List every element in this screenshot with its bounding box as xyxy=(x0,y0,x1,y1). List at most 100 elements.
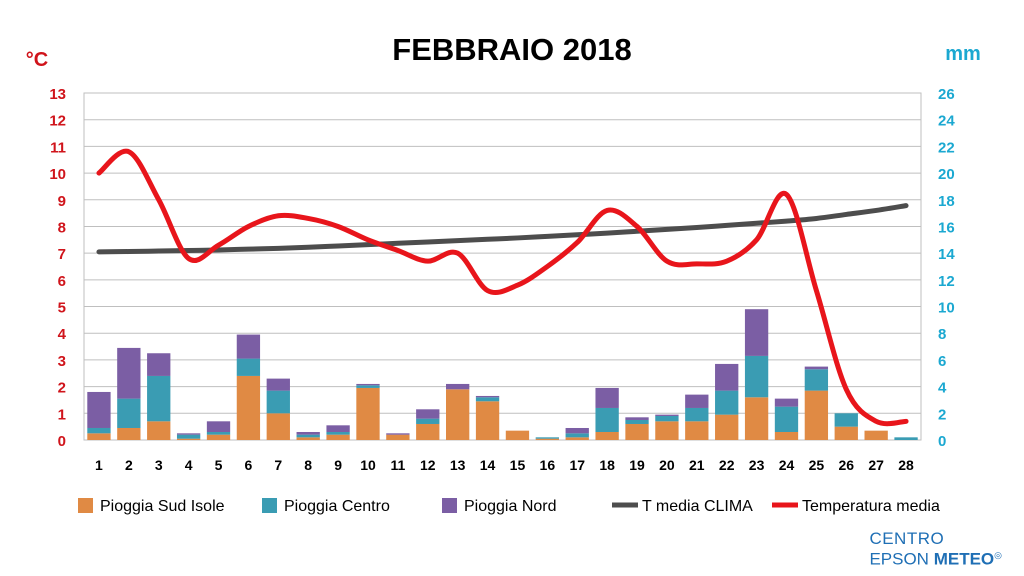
legend-label: Pioggia Nord xyxy=(464,498,557,515)
chart-title: FEBBRAIO 2018 xyxy=(392,32,631,67)
left-tick-label: 1 xyxy=(58,406,66,423)
x-tick-label: 2 xyxy=(125,457,133,473)
x-tick-label: 15 xyxy=(510,457,526,473)
bar-3-day-23 xyxy=(744,309,769,356)
x-tick-label: 10 xyxy=(360,457,376,473)
bar-2-day-5 xyxy=(206,431,231,435)
left-tick-label: 13 xyxy=(49,86,66,103)
bar-3-day-13 xyxy=(446,383,470,390)
bar-3-day-4 xyxy=(176,433,201,435)
legend-label: Pioggia Sud Isole xyxy=(100,498,225,515)
bar-2-day-18 xyxy=(595,407,619,432)
gridlines xyxy=(83,92,922,441)
x-tick-label: 26 xyxy=(838,457,854,473)
bar-2-day-12 xyxy=(416,418,440,424)
bar-3-day-6 xyxy=(236,334,261,359)
bar-3-day-14 xyxy=(475,395,500,398)
left-tick-label: 10 xyxy=(49,166,66,183)
right-tick-label: 2 xyxy=(938,406,946,423)
left-tick-label: 5 xyxy=(58,300,66,317)
bar-2-day-21 xyxy=(685,407,709,422)
right-tick-label: 20 xyxy=(938,166,955,183)
bar-3-day-8 xyxy=(296,431,320,435)
bar-1-day-25 xyxy=(804,390,829,440)
left-axis-unit: °C xyxy=(26,49,48,71)
left-tick-label: 3 xyxy=(58,353,66,370)
bar-2-day-16 xyxy=(535,437,559,439)
x-tick-label: 14 xyxy=(480,457,496,473)
brand-line2b: METEO xyxy=(933,550,995,569)
bar-2-day-2 xyxy=(117,398,141,428)
x-tick-label: 13 xyxy=(450,457,466,473)
right-tick-label: 22 xyxy=(938,139,955,156)
bar-1-day-8 xyxy=(296,437,320,440)
bar-3-day-2 xyxy=(117,347,141,399)
bar-3-day-20 xyxy=(655,414,679,416)
bar-2-day-23 xyxy=(744,355,769,398)
bar-2-day-1 xyxy=(87,427,111,434)
bar-1-day-24 xyxy=(774,431,799,440)
bar-3-day-18 xyxy=(595,387,619,408)
bar-3-day-10 xyxy=(356,383,380,386)
bar-1-day-22 xyxy=(715,414,739,440)
x-tick-label: 23 xyxy=(749,457,765,473)
x-tick-label: 6 xyxy=(245,457,253,473)
x-tick-label: 12 xyxy=(420,457,436,473)
bar-1-day-20 xyxy=(655,421,679,440)
bar-3-day-11 xyxy=(386,433,410,435)
left-tick-label: 4 xyxy=(58,326,67,343)
bar-1-day-4 xyxy=(176,438,201,440)
bar-3-day-19 xyxy=(625,417,649,420)
line-series xyxy=(96,148,909,427)
bar-3-day-25 xyxy=(804,366,829,370)
bar-1-day-13 xyxy=(446,389,470,440)
x-tick-label: 7 xyxy=(274,457,282,473)
bar-1-day-19 xyxy=(625,423,649,440)
bar-2-day-26 xyxy=(834,413,858,427)
legend-swatch xyxy=(78,498,93,513)
bar-3-day-12 xyxy=(416,409,440,419)
bar-2-day-7 xyxy=(266,390,290,414)
right-tick-label: 16 xyxy=(938,219,955,236)
x-tick-label: 8 xyxy=(304,457,312,473)
bar-1-day-16 xyxy=(535,438,559,440)
x-tick-label: 11 xyxy=(390,457,405,473)
legend-swatch xyxy=(262,498,277,513)
x-tick-label: 22 xyxy=(719,457,735,473)
bar-2-day-17 xyxy=(565,433,589,438)
bar-3-day-5 xyxy=(206,421,231,432)
legend-label: Pioggia Centro xyxy=(284,498,390,515)
x-tick-label: 24 xyxy=(779,457,795,473)
legend: Pioggia Sud Isole Pioggia Centro Pioggia N… xyxy=(78,498,940,515)
bar-3-day-22 xyxy=(715,363,739,391)
bar-1-day-27 xyxy=(864,430,888,440)
right-tick-label: 4 xyxy=(938,380,947,397)
left-tick-label: 9 xyxy=(58,193,66,210)
x-tick-label: 21 xyxy=(689,457,705,473)
left-tick-label: 12 xyxy=(49,113,66,130)
x-tick-label: 18 xyxy=(599,457,615,473)
bar-2-day-10 xyxy=(356,385,380,388)
bar-2-day-24 xyxy=(774,406,799,432)
line-t-media-clima xyxy=(96,203,909,255)
right-tick-label: 12 xyxy=(938,273,955,290)
x-tick-label: 25 xyxy=(809,457,825,473)
left-tick-label: 11 xyxy=(50,139,66,156)
bar-2-day-20 xyxy=(655,415,679,422)
bar-3-day-17 xyxy=(565,427,589,434)
bar-2-day-22 xyxy=(715,390,739,415)
bar-1-day-17 xyxy=(565,437,589,440)
x-tick-label: 9 xyxy=(334,457,342,473)
x-tick-label: 17 xyxy=(569,457,585,473)
bar-1-day-2 xyxy=(117,427,141,440)
legend-label: Temperatura media xyxy=(802,498,940,515)
bar-3-day-3 xyxy=(147,353,171,376)
bar-3-day-9 xyxy=(326,425,350,432)
bar-2-day-19 xyxy=(625,419,649,424)
bar-1-day-3 xyxy=(147,421,171,440)
bar-2-day-6 xyxy=(236,358,261,376)
left-tick-label: 8 xyxy=(58,219,66,236)
bar-2-day-4 xyxy=(176,434,201,439)
